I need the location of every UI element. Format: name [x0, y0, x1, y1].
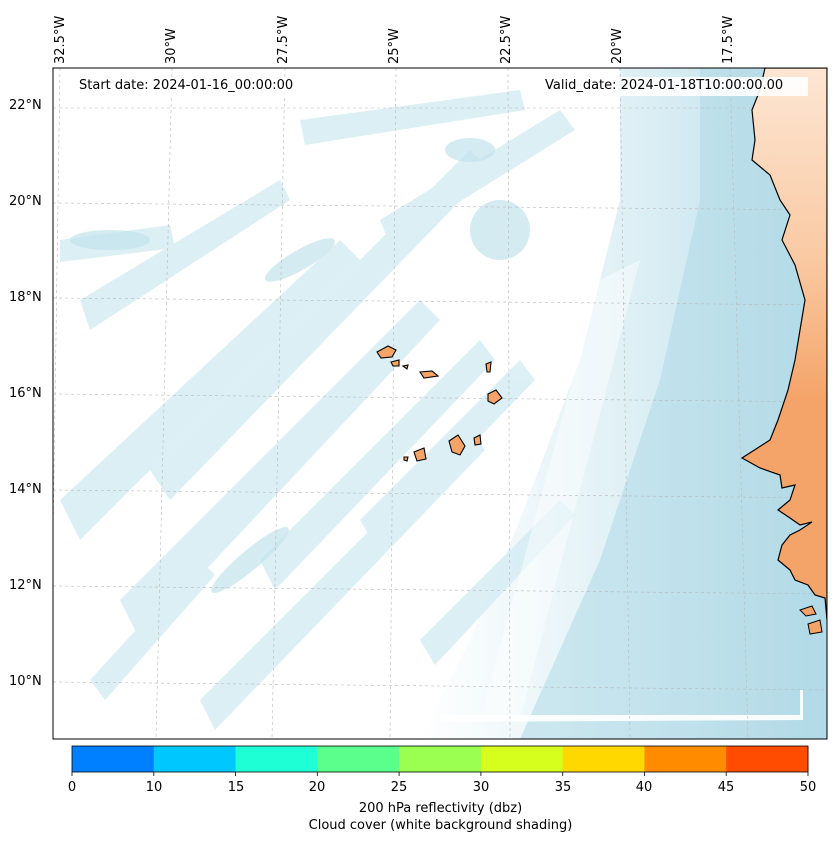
lon-label-20w: 20°W — [610, 28, 625, 64]
lat-label-20n: 20°N — [9, 194, 42, 209]
lat-label-12n: 12°N — [9, 578, 42, 593]
colorbar — [72, 746, 809, 772]
colorbar-segment — [235, 746, 318, 772]
cape-verde-islands — [376, 345, 503, 462]
lat-label-14n: 14°N — [9, 482, 42, 497]
lon-label-27-5w: 27.5°W — [276, 15, 291, 64]
start-date-label: Start date: 2024-01-16_00:00:00 — [79, 78, 294, 93]
lat-label-16n: 16°N — [9, 386, 42, 401]
colorbar-label-cloud-cover: Cloud cover (white background shading) — [308, 818, 573, 833]
valid-date-label: Valid_date: 2024-01-18T10:00:00.00 — [545, 78, 784, 93]
colorbar-frame — [71, 745, 809, 773]
graticule — [53, 68, 827, 739]
cloud-streaks — [60, 90, 575, 730]
colorbar-segment — [153, 746, 237, 772]
lon-label-30w: 30°W — [164, 28, 179, 64]
map-frame — [52, 67, 828, 740]
colorbar-segment — [399, 746, 482, 772]
cbar-tick-label: 35 — [554, 780, 572, 795]
colorbar-ticks — [71, 772, 809, 776]
cloud-band-east-inner — [520, 68, 827, 739]
lat-label-10n: 10°N — [9, 674, 42, 689]
lat-label-18n: 18°N — [9, 290, 42, 305]
africa-land — [740, 68, 827, 621]
cbar-tick-label: 50 — [799, 780, 817, 795]
bijagos-islands — [799, 605, 823, 635]
colorbar-segment — [644, 746, 727, 772]
valid-date-box — [540, 77, 808, 96]
start-date-box — [72, 77, 320, 96]
cbar-tick-label: 45 — [717, 780, 735, 795]
cbar-tick-label: 0 — [67, 780, 77, 795]
cbar-tick-label: 40 — [635, 780, 653, 795]
lon-label-25w: 25°W — [387, 28, 402, 64]
lon-label-22-5w: 22.5°W — [499, 15, 514, 64]
colorbar-segment — [726, 746, 809, 772]
lon-label-32-5w: 32.5°W — [53, 15, 68, 64]
cbar-tick-label: 10 — [145, 780, 163, 795]
colorbar-segment — [562, 746, 645, 772]
cbar-tick-label: 30 — [472, 780, 490, 795]
cloud-cover-shading — [60, 68, 827, 739]
cbar-tick-label: 20 — [308, 780, 326, 795]
colorbar-label-reflectivity: 200 hPa reflectivity (dbz) — [358, 801, 523, 816]
colorbar-segment — [317, 746, 400, 772]
colorbar-segment — [72, 746, 155, 772]
lon-label-17-5w: 17.5°W — [721, 15, 736, 64]
colorbar-segment — [480, 746, 564, 772]
lat-label-22n: 22°N — [9, 98, 42, 113]
cbar-tick-label: 15 — [227, 780, 245, 795]
cbar-tick-label: 25 — [390, 780, 408, 795]
